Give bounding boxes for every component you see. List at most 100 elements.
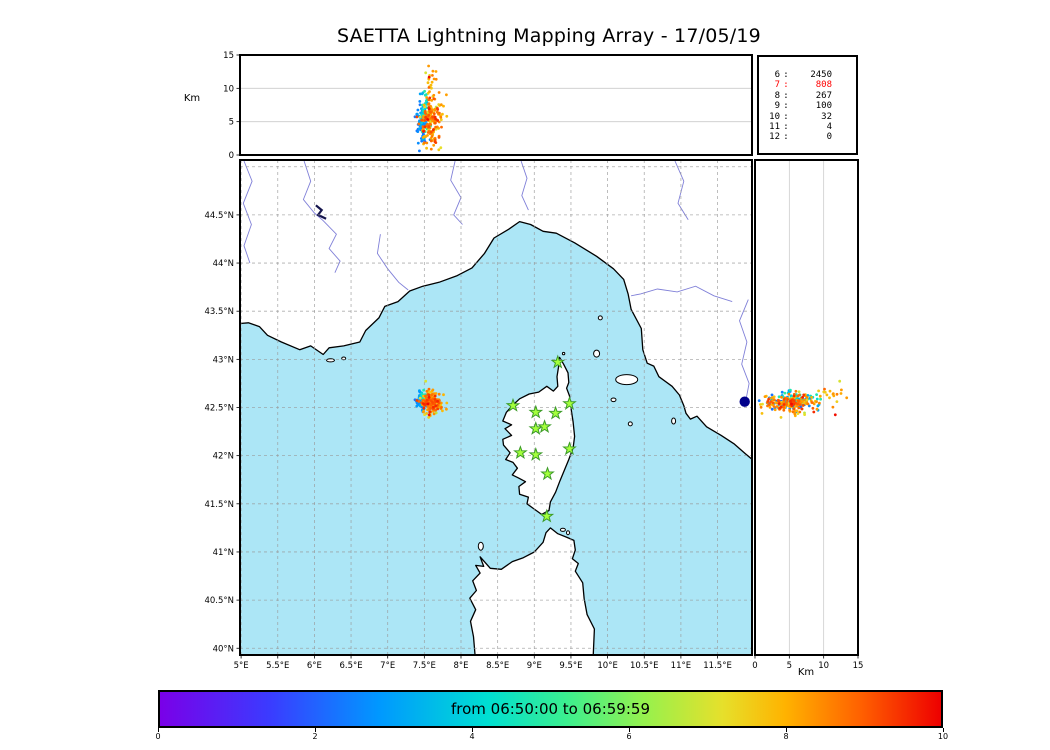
- lightning-point: [425, 398, 429, 402]
- lightning-point: [445, 407, 448, 411]
- lightning-point: [835, 400, 839, 403]
- lightning-point: [773, 408, 777, 412]
- lightning-point: [427, 102, 431, 105]
- lightning-point: [825, 393, 829, 397]
- lightning-point: [433, 397, 437, 401]
- lightning-point: [422, 130, 425, 133]
- stats-separator: :: [783, 101, 789, 112]
- lightning-point: [832, 394, 836, 398]
- lake: [315, 204, 327, 220]
- lightning-point: [439, 146, 443, 150]
- lightning-point: [812, 410, 816, 414]
- island-giraglia: [561, 351, 566, 356]
- lightning-point: [419, 124, 423, 127]
- lon-tick-label: 8.5°E: [486, 661, 509, 671]
- altitude-tick-label: 15: [853, 661, 864, 671]
- lightning-point: [783, 391, 787, 395]
- lightning-point: [811, 406, 815, 410]
- lightning-point: [440, 406, 443, 409]
- colorbar-tick-label: 8: [783, 732, 789, 741]
- lightning-point: [796, 394, 800, 398]
- lightning-point: [782, 403, 786, 406]
- lightning-point: [815, 397, 819, 401]
- lightning-point: [430, 393, 434, 397]
- lightning-point: [815, 393, 818, 396]
- station-star: [540, 466, 555, 481]
- lightning-point: [416, 141, 420, 145]
- lightning-point: [760, 412, 764, 415]
- lightning-point: [427, 395, 431, 399]
- lightning-point: [775, 401, 779, 405]
- stations-count: 11: [769, 122, 780, 133]
- river: [739, 299, 750, 403]
- lightning-point: [427, 125, 431, 129]
- altitude-tick-label: 0: [752, 661, 757, 671]
- lightning-point: [420, 121, 424, 125]
- mainland-coast: [240, 160, 752, 461]
- lightning-point: [418, 103, 422, 107]
- lightning-point: [798, 410, 802, 414]
- lightning-point: [428, 90, 431, 93]
- lightning-point: [420, 118, 424, 122]
- altitude-tick-label: 0: [229, 151, 234, 161]
- top-panel-layer: [240, 64, 752, 153]
- lon-tick-label: 6°E: [307, 661, 322, 671]
- lightning-point: [427, 387, 431, 391]
- lightning-point: [425, 412, 428, 415]
- lightning-point: [429, 139, 433, 143]
- lightning-point: [434, 77, 438, 81]
- lightning-point: [430, 135, 434, 138]
- stats-row: 9: 100: [759, 101, 856, 111]
- lightning-point: [422, 410, 425, 414]
- lightning-point: [427, 86, 431, 89]
- sardinia: [469, 527, 596, 655]
- lightning-point: [418, 389, 421, 393]
- lightning-point: [427, 64, 430, 68]
- colorbar: from 06:50:00 to 06:59:59: [158, 690, 943, 728]
- lightning-point: [810, 401, 814, 404]
- lightning-point: [802, 393, 806, 397]
- lightning-point: [430, 86, 433, 90]
- lightning-point: [422, 141, 426, 145]
- lightning-point: [422, 406, 426, 410]
- colorbar-tick-label: 4: [469, 732, 475, 741]
- station-star: [528, 404, 544, 419]
- lightning-point: [792, 407, 796, 411]
- station-star: [537, 419, 552, 434]
- lightning-point: [782, 397, 786, 401]
- lightning-point: [437, 148, 441, 152]
- lightning-point: [757, 399, 761, 402]
- lightning-point: [421, 136, 425, 139]
- stats-row: 7: 808: [759, 80, 856, 90]
- lightning-point: [435, 110, 439, 114]
- lightning-point: [797, 406, 801, 410]
- stats-row: 12: 0: [759, 132, 856, 142]
- river: [520, 160, 529, 211]
- lightning-point: [433, 121, 437, 125]
- colorbar-tick: [786, 728, 787, 732]
- corsica: [502, 356, 576, 516]
- lightning-point: [436, 108, 440, 111]
- lightning-point: [430, 99, 434, 102]
- lightning-point: [445, 114, 449, 118]
- lightning-point: [429, 123, 433, 126]
- lightning-point: [439, 103, 443, 107]
- lightning-point: [429, 116, 433, 120]
- lightning-point: [429, 147, 433, 151]
- altitude-tick-label: 5: [787, 661, 792, 671]
- navy-circle-marker: [739, 396, 750, 407]
- lightning-point: [427, 107, 431, 111]
- lightning-point: [427, 113, 431, 117]
- chart-title: SAETTA Lightning Mapping Array - 17/05/1…: [337, 25, 761, 47]
- lightning-point: [423, 119, 426, 122]
- lightning-point: [434, 127, 438, 131]
- colorbar-tick-label: 0: [155, 732, 161, 741]
- plot-canvas: 5°E 5.5°E 6°E 6.5°E 7°E 7.5°E 8°E 8.5°E 9°E 9.5°E…: [204, 51, 864, 671]
- stats-separator: :: [783, 90, 789, 101]
- lightning-point: [426, 81, 430, 85]
- lightning-point: [793, 412, 797, 416]
- stats-row: 11: 4: [759, 122, 856, 132]
- lightning-point: [845, 396, 849, 400]
- lightning-point: [434, 125, 437, 129]
- lightning-point: [438, 111, 441, 115]
